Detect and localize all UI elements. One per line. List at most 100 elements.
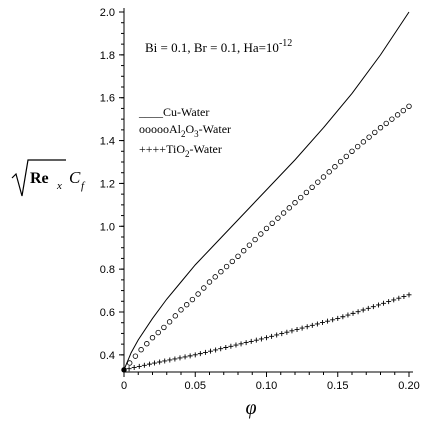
data-point-tio2-water [131,365,137,371]
y-tick-label: 0.6 [100,307,115,319]
data-point-al2o3-water [138,347,144,353]
data-point-al2o3-water [149,335,156,341]
data-point-tio2-water [370,304,376,310]
data-point-al2o3-water [349,148,355,154]
data-point-al2o3-water [343,153,349,160]
data-point-tio2-water [294,326,300,332]
data-point-al2o3-water [377,125,384,131]
data-point-tio2-water [381,300,387,306]
data-point-tio2-water [299,325,305,331]
legend-entry-al2o3-water: oooooAl2O3-Water [139,122,231,139]
y-tick-label: 0.8 [100,264,115,276]
data-point-al2o3-water [201,285,207,291]
data-point-tio2-water [269,333,275,339]
y-tick-label: 2.0 [100,7,115,19]
data-point-tio2-water [187,353,193,359]
data-point-tio2-water [289,328,295,334]
legend-marker-cu-water: ____ [138,105,164,119]
data-point-al2o3-water [269,220,275,226]
data-point-tio2-water [177,355,183,361]
data-point-al2o3-water [258,231,264,237]
legend-marker-al2o3-water: ooooo [139,122,169,136]
data-point-tio2-water [248,338,254,344]
data-point-tio2-water [314,321,320,327]
data-point-al2o3-water [144,341,150,347]
data-point-tio2-water [223,345,229,351]
data-point-tio2-water [401,294,407,300]
legend-entry-cu-water: ____Cu-Water [138,105,209,119]
legend-label-al2o3-water-c: -Water [199,122,231,136]
series-al2o3-water [121,103,412,373]
data-point-al2o3-water [235,253,241,259]
data-point-tio2-water [243,340,249,346]
legend-label-cu-water: Cu-Water [163,105,209,119]
x-tick-label: 0.10 [256,380,277,392]
data-point-al2o3-water [172,313,178,319]
data-point-tio2-water [396,295,402,301]
legend-label-al2o3-water-sub2: 3 [194,129,199,139]
data-point-al2o3-water [155,329,161,336]
data-point-tio2-water [386,299,392,305]
data-point-al2o3-water [400,107,406,114]
data-point-al2o3-water [292,200,298,206]
parameter-annotation: Bi = 0.1, Br = 0.1, Ha=10-12 [145,38,292,55]
data-point-al2o3-water [355,143,361,150]
sqrt-symbol [11,159,66,197]
data-point-tio2-water [406,292,412,298]
legend-label-al2o3-water-a: Al [169,122,182,136]
data-point-al2o3-water [252,236,258,243]
data-point-tio2-water [304,324,310,330]
data-point-al2o3-water [366,134,372,140]
parameter-annotation-superscript: -12 [279,38,292,49]
data-point-tio2-water [167,357,173,363]
data-point-tio2-water [233,342,239,348]
data-point-al2o3-water [406,103,412,109]
data-point-al2o3-water [212,274,218,280]
data-point-al2o3-water [161,324,167,331]
y-tick-label: 1.4 [100,136,115,148]
data-point-al2o3-water [309,184,315,190]
data-point-tio2-water [213,347,219,353]
data-point-tio2-water [330,317,336,323]
data-point-al2o3-water [275,215,281,221]
data-point-al2o3-water [166,319,173,325]
data-point-al2o3-water [315,179,321,185]
data-point-al2o3-water [303,189,310,196]
data-point-al2o3-water [189,296,196,303]
data-point-tio2-water [274,332,280,338]
x-axis-label: φ [245,397,256,419]
data-point-al2o3-water [263,225,270,232]
y-axis-label-sub-f: f [81,180,86,192]
x-tick-label: 0.05 [185,380,206,392]
data-point-tio2-water [197,351,203,357]
y-tick-label: 1.8 [100,50,115,62]
legend-label-tio2-water-a: TiO [166,142,185,156]
y-tick-label: 1.6 [100,93,115,105]
data-point-tio2-water [309,322,315,328]
legend-label-tio2-water-b: -Water [190,142,222,156]
data-point-tio2-water [350,310,356,316]
origin-marker [121,367,127,373]
data-point-tio2-water [345,312,351,318]
data-point-al2o3-water [178,307,184,313]
legend-label-al2o3-water-sub1: 2 [181,129,186,139]
data-point-tio2-water [360,307,366,313]
data-point-tio2-water [253,337,259,343]
y-tick-label: 1.0 [100,221,115,233]
data-point-al2o3-water [195,291,201,297]
data-point-tio2-water [218,346,224,352]
y-axis-label-sub-x: x [56,180,62,192]
data-point-tio2-water [284,329,290,335]
data-point-al2o3-water [337,158,344,165]
y-axis-label-c: C [69,168,81,187]
data-point-al2o3-water [298,194,304,201]
y-axis-label-re: Re [30,170,49,187]
data-point-tio2-water [279,331,285,337]
legend-entry-tio2-water: ++++TiO2-Water [139,142,222,159]
data-point-tio2-water [335,315,341,321]
data-point-tio2-water [238,341,244,347]
data-point-tio2-water [365,305,371,311]
data-point-al2o3-water [389,116,395,122]
data-point-al2o3-water [223,263,230,270]
